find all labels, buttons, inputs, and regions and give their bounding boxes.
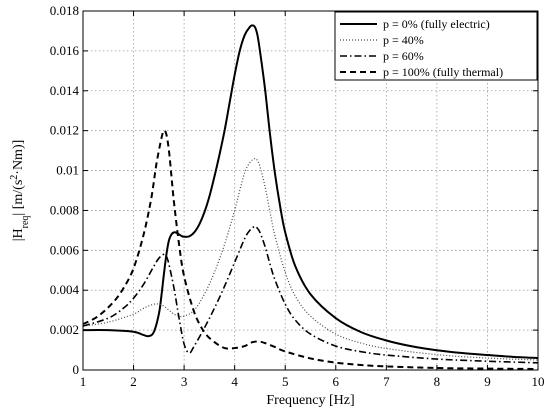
x-tick-label: 10 [532, 374, 545, 389]
x-tick-label: 4 [231, 374, 238, 389]
y-label-superscript: 2 [9, 175, 20, 180]
x-tick-label: 3 [181, 374, 188, 389]
legend-label-2: p = 40% [383, 33, 424, 47]
legend-label-4: p = 100% (fully thermal) [383, 65, 503, 79]
legend: p = 0% (fully electric) p = 40% p = 60% p =… [334, 11, 538, 81]
y-label-part-2: | [m/(s [11, 180, 26, 216]
x-tick-label: 6 [333, 374, 340, 389]
x-tick-label: 1 [80, 374, 87, 389]
y-tick-label: 0.008 [50, 202, 79, 217]
x-tick-label: 7 [383, 374, 390, 389]
y-label-subscript: req [20, 216, 31, 229]
legend-label-1: p = 0% (fully electric) [383, 17, 490, 31]
x-tick-label: 2 [130, 374, 137, 389]
y-tick-label: 0.012 [50, 123, 79, 138]
y-label-part-3: ·Nm)] [11, 140, 26, 175]
series-line-3 [82, 225, 539, 364]
x-tick-label: 9 [484, 374, 491, 389]
x-tick-label: 5 [282, 374, 289, 389]
x-axis-label: Frequency [Hz] [266, 393, 354, 408]
y-tick-label: 0.004 [50, 282, 80, 297]
x-tick-label: 8 [434, 374, 441, 389]
series-layer [82, 24, 539, 370]
ticks: 1 2 3 4 5 6 7 8 9 10 0 0.002 0.004 0.006 0.008 0.01 0.01… [50, 3, 545, 389]
series-line-1 [82, 24, 539, 360]
legend-label-3: p = 60% [383, 49, 424, 63]
y-label-part-1: |H [11, 228, 26, 241]
series-line-2 [82, 157, 539, 361]
y-tick-label: 0 [73, 362, 80, 377]
y-tick-label: 0.018 [50, 3, 79, 18]
plot-frame [82, 10, 539, 371]
y-tick-label: 0.01 [56, 163, 79, 178]
y-axis-label: |Hreq| [m/(s2·Nm)] [9, 140, 31, 242]
y-tick-label: 0.014 [50, 83, 80, 98]
y-tick-label: 0.002 [50, 322, 79, 337]
y-tick-label: 0.016 [50, 43, 80, 58]
y-tick-label: 0.006 [50, 242, 80, 257]
